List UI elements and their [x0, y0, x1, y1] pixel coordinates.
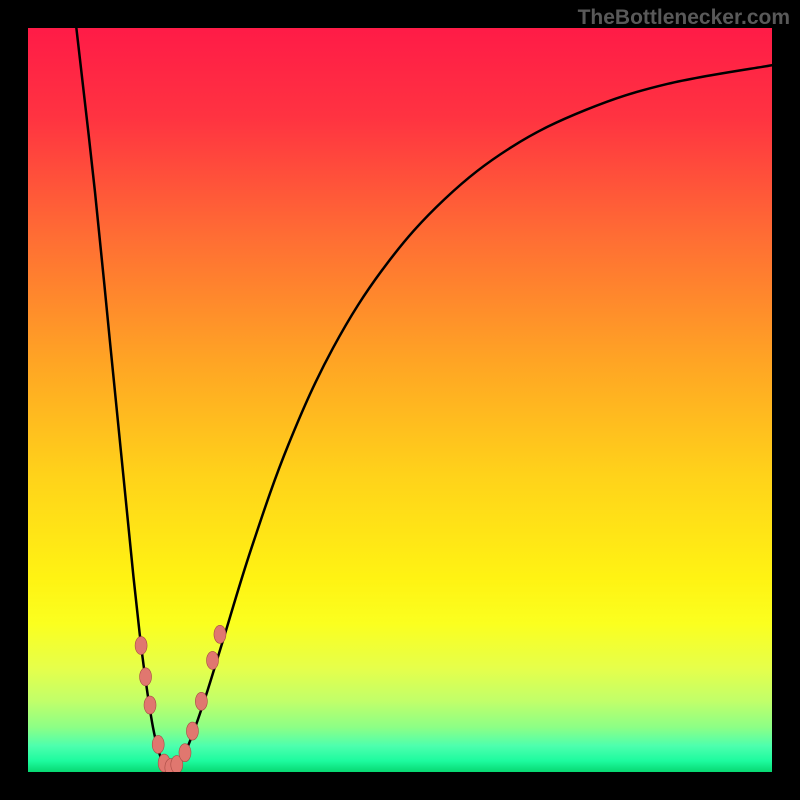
gradient-background [28, 28, 772, 772]
plot-area [28, 28, 772, 772]
watermark-text: TheBottlenecker.com [578, 6, 790, 30]
chart-frame: TheBottlenecker.com [0, 0, 800, 800]
